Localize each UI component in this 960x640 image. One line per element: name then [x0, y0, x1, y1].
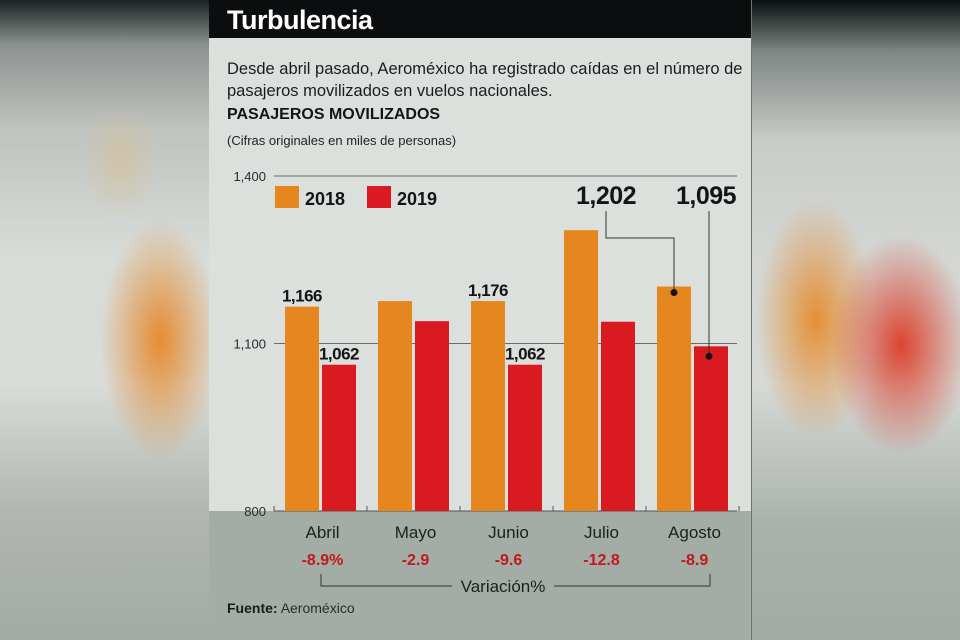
callout-leader-line	[605, 211, 675, 293]
variation-label: Variación%	[461, 577, 546, 596]
units-note: (Cifras originales en miles de personas)	[227, 133, 457, 148]
x-category-label: Abril	[305, 523, 339, 542]
bar-2019-mayo	[415, 321, 449, 511]
source-value: Aeroméxico	[280, 600, 355, 616]
bar-2019-abril	[322, 364, 356, 511]
description: Desde abril pasado, Aeroméxico ha regist…	[227, 60, 743, 100]
x-category-label: Agosto	[668, 523, 721, 542]
data-label: 1,062	[505, 345, 545, 364]
callout-label: 1,095	[676, 182, 737, 210]
bar-2019-junio	[508, 364, 542, 511]
variation-bracket-left	[320, 574, 452, 587]
page-title: Turbulencia	[227, 5, 373, 35]
data-label: 1,176	[468, 281, 508, 300]
bar-2018-agosto	[657, 286, 691, 511]
y-tick-label: 800	[244, 504, 266, 519]
y-tick-label: 1,400	[233, 169, 266, 184]
bar-2019-agosto	[694, 346, 728, 511]
bar-2018-abril	[285, 306, 319, 511]
source-line: Fuente: Aeroméxico	[227, 600, 355, 616]
title-bar: Turbulencia	[209, 0, 751, 38]
footer-band	[209, 511, 751, 640]
legend-swatch-2018	[275, 186, 299, 208]
source-label: Fuente:	[227, 600, 278, 616]
legend-swatch-2019	[367, 186, 391, 208]
legend-label-2019: 2019	[397, 189, 437, 209]
bar-2019-julio	[601, 321, 635, 511]
infographic-card: Turbulencia Desde abril pasado, Aeroméxi…	[209, 0, 752, 640]
callout-dot	[705, 352, 713, 360]
bar-2018-mayo	[378, 301, 412, 511]
blurred-background-right	[751, 0, 960, 640]
x-category-label: Mayo	[395, 523, 437, 542]
variation-bracket-right	[554, 574, 711, 587]
bar-2018-junio	[471, 301, 505, 511]
variation-value: -8.9%	[302, 552, 344, 569]
bar-2018-julio	[564, 230, 598, 512]
data-label: 1,062	[319, 345, 359, 364]
x-category-label: Junio	[488, 523, 529, 542]
callout-dot	[670, 289, 678, 297]
data-label: 1,166	[282, 287, 322, 306]
variation-value: -12.8	[583, 552, 620, 569]
bar-chart: 800 1,100 1,400 Abril -8.9% Mayo -2.9 Junio -9.6…	[233, 169, 740, 596]
variation-value: -9.6	[495, 552, 523, 569]
blurred-background-left	[0, 0, 209, 640]
legend-label-2018: 2018	[305, 189, 345, 209]
x-category-label: Julio	[584, 523, 619, 542]
y-tick-label: 1,100	[233, 337, 266, 352]
variation-value: -2.9	[402, 552, 430, 569]
variation-value: -8.9	[681, 552, 709, 569]
chart-subtitle: PASAJEROS MOVILIZADOS	[227, 106, 441, 123]
callout-label: 1,202	[576, 182, 636, 210]
